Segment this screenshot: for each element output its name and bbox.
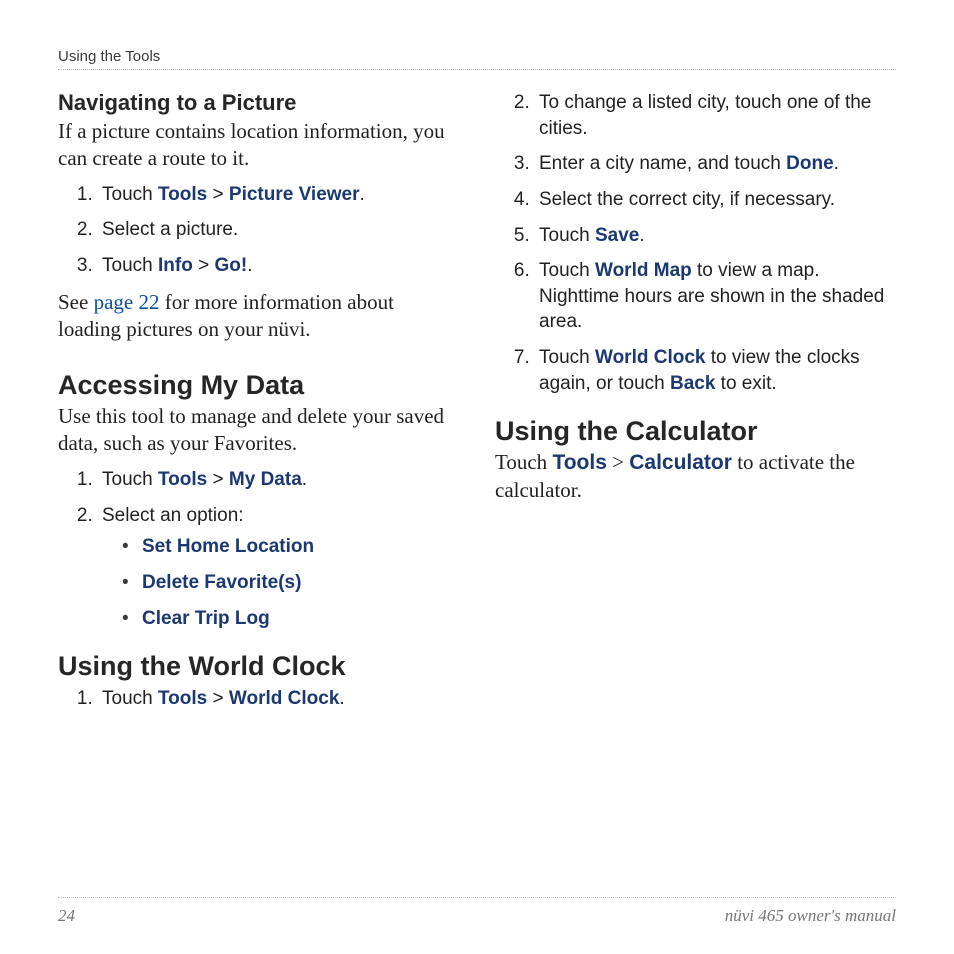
text: . [339, 688, 344, 709]
text: > [207, 688, 229, 709]
ui-term-clear-trip-log: Clear Trip Log [142, 608, 270, 629]
text: Touch [539, 260, 595, 281]
ui-term-picture-viewer: Picture Viewer [229, 184, 360, 205]
text: . [302, 469, 307, 490]
text: Select an option: [102, 505, 244, 526]
world-clock-step-5: Touch Save. [535, 223, 896, 249]
world-clock-step-3: Enter a city name, and touch Done. [535, 151, 896, 177]
text: . [834, 153, 839, 174]
ui-term-tools: Tools [158, 469, 207, 490]
page-footer: 24 nüvi 465 owner's manual [58, 897, 896, 926]
heading-accessing-my-data: Accessing My Data [58, 370, 459, 401]
accessing-step-2: Select an option: Set Home Location Dele… [98, 503, 459, 632]
ui-term-back: Back [670, 373, 715, 394]
ui-term-delete-favorites: Delete Favorite(s) [142, 572, 301, 593]
world-clock-step-1: Touch Tools > World Clock. [98, 686, 459, 712]
ui-term-tools: Tools [158, 688, 207, 709]
text: . [247, 255, 252, 276]
text: Touch [102, 469, 158, 490]
ui-term-my-data: My Data [229, 469, 302, 490]
ui-term-tools: Tools [552, 451, 606, 474]
text: Touch [102, 255, 158, 276]
manual-title: nüvi 465 owner's manual [725, 906, 896, 926]
text: Touch [495, 450, 552, 474]
ui-term-info: Info [158, 255, 193, 276]
text: > [207, 469, 229, 490]
ui-term-world-clock: World Clock [229, 688, 340, 709]
world-clock-steps-left: Touch Tools > World Clock. [58, 686, 459, 712]
nav-picture-step-2: Select a picture. [98, 217, 459, 243]
text: > [193, 255, 215, 276]
ui-term-set-home-location: Set Home Location [142, 536, 314, 557]
world-clock-step-4: Select the correct city, if necessary. [535, 187, 896, 213]
world-clock-step-7: Touch World Clock to view the clocks aga… [535, 345, 896, 396]
heading-navigating-to-picture: Navigating to a Picture [58, 90, 459, 116]
ui-term-world-map: World Map [595, 260, 692, 281]
left-column: Navigating to a Picture If a picture con… [58, 86, 459, 722]
accessing-options: Set Home Location Delete Favorite(s) Cle… [102, 534, 459, 631]
world-clock-step-2: To change a listed city, touch one of th… [535, 90, 896, 141]
accessing-steps: Touch Tools > My Data. Select an option:… [58, 467, 459, 631]
accessing-step-1: Touch Tools > My Data. [98, 467, 459, 493]
text: See [58, 290, 94, 314]
option-delete-favorites: Delete Favorite(s) [128, 570, 459, 596]
text: > [607, 450, 629, 474]
heading-calculator: Using the Calculator [495, 416, 896, 447]
ui-term-world-clock: World Clock [595, 347, 706, 368]
page-number: 24 [58, 906, 75, 926]
text: Touch [102, 688, 158, 709]
world-clock-steps-right: To change a listed city, touch one of th… [495, 90, 896, 396]
text: Touch [539, 225, 595, 246]
ui-term-done: Done [786, 153, 834, 174]
text: . [639, 225, 644, 246]
text: to exit. [715, 373, 776, 394]
option-clear-trip-log: Clear Trip Log [128, 606, 459, 632]
text: Touch [102, 184, 158, 205]
heading-world-clock: Using the World Clock [58, 651, 459, 682]
ui-term-go: Go! [214, 255, 247, 276]
text: Touch [539, 347, 595, 368]
header-rule [58, 69, 896, 70]
running-head: Using the Tools [58, 48, 896, 65]
accessing-intro: Use this tool to manage and delete your … [58, 403, 459, 457]
world-clock-step-6: Touch World Map to view a map. Nighttime… [535, 258, 896, 335]
manual-page: Using the Tools Navigating to a Picture … [0, 0, 954, 954]
nav-picture-step-1: Touch Tools > Picture Viewer. [98, 182, 459, 208]
ui-term-tools: Tools [158, 184, 207, 205]
two-column-layout: Navigating to a Picture If a picture con… [58, 86, 896, 722]
nav-picture-steps: Touch Tools > Picture Viewer. Select a p… [58, 182, 459, 279]
calculator-paragraph: Touch Tools > Calculator to activate the… [495, 449, 896, 504]
ui-term-save: Save [595, 225, 639, 246]
nav-picture-intro: If a picture contains location informati… [58, 118, 459, 172]
page-22-link[interactable]: page 22 [94, 290, 160, 314]
right-column: To change a listed city, touch one of th… [495, 86, 896, 722]
text: > [207, 184, 229, 205]
text: . [360, 184, 365, 205]
ui-term-calculator: Calculator [629, 451, 732, 474]
nav-picture-see-also: See page 22 for more information about l… [58, 289, 459, 343]
nav-picture-step-3: Touch Info > Go!. [98, 253, 459, 279]
text: Enter a city name, and touch [539, 153, 786, 174]
option-set-home-location: Set Home Location [128, 534, 459, 560]
